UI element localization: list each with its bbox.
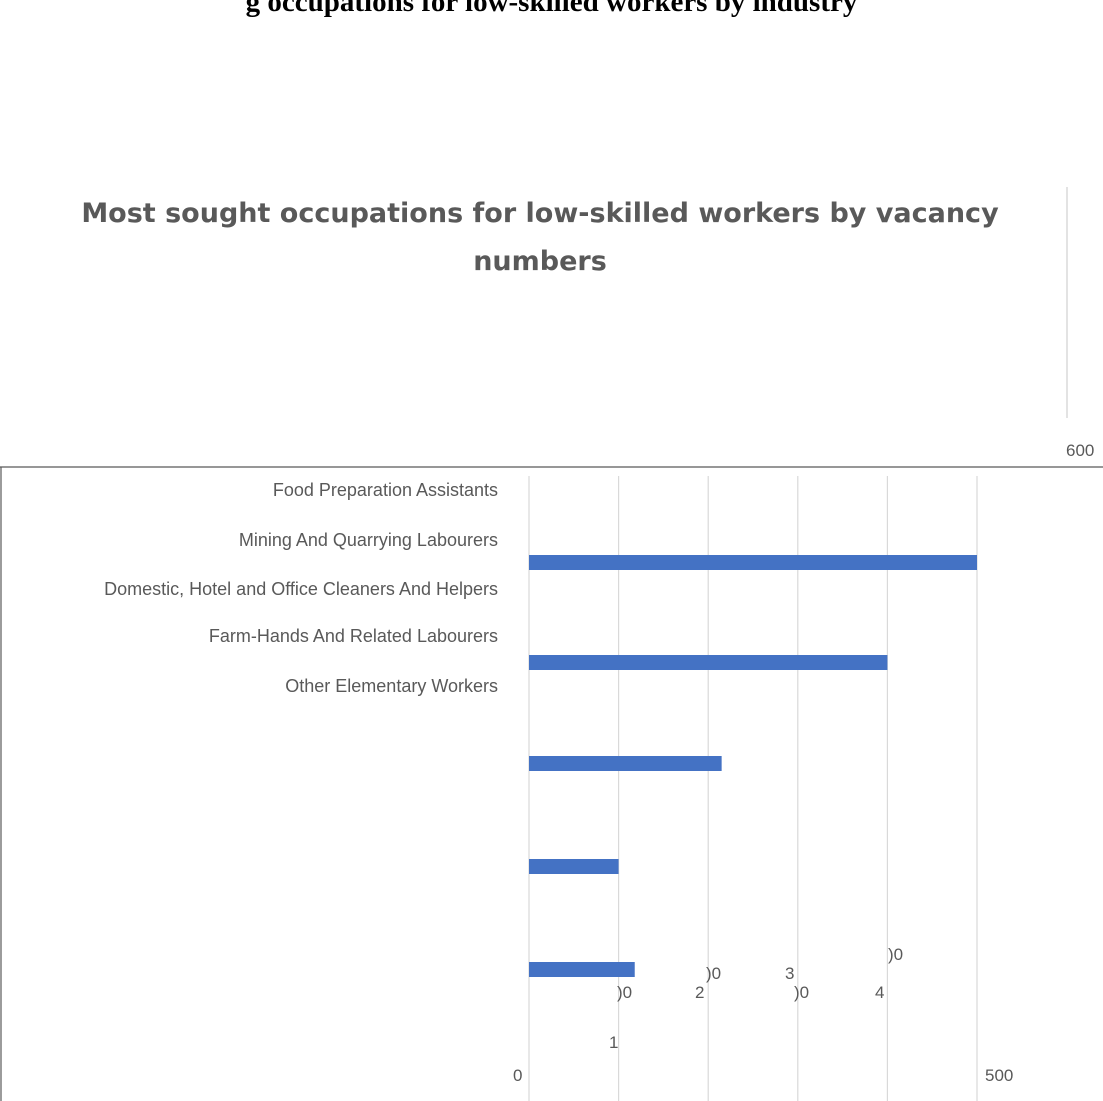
tick-label: 2 <box>695 983 705 1002</box>
bar <box>529 859 619 874</box>
tick-label: 1 <box>609 1033 619 1052</box>
tick-label: )0 <box>617 983 633 1002</box>
bar <box>529 655 888 670</box>
bar <box>529 555 977 570</box>
tick-label: 4 <box>875 983 885 1002</box>
tick-label: )0 <box>888 945 904 964</box>
tick-label: 3 <box>785 964 795 983</box>
tick-label: )0 <box>794 983 810 1002</box>
page-heading: g occupations for low-skilled workers by… <box>245 0 858 18</box>
tick-label: 600 <box>1066 441 1095 460</box>
category-label: Food Preparation Assistants <box>272 480 498 500</box>
category-label: Domestic, Hotel and Office Cleaners And … <box>104 579 498 599</box>
bar <box>529 756 722 771</box>
category-label: Mining And Quarrying Labourers <box>238 530 498 550</box>
tick-label: 0 <box>513 1066 523 1085</box>
tick-label: 500 <box>985 1066 1014 1085</box>
tick-label: )0 <box>706 964 722 983</box>
chart-title: Most sought occupations for low-skilled … <box>81 198 999 277</box>
category-label: Other Elementary Workers <box>285 676 498 696</box>
category-label: Farm-Hands And Related Labourers <box>208 626 498 646</box>
bar <box>529 962 635 977</box>
